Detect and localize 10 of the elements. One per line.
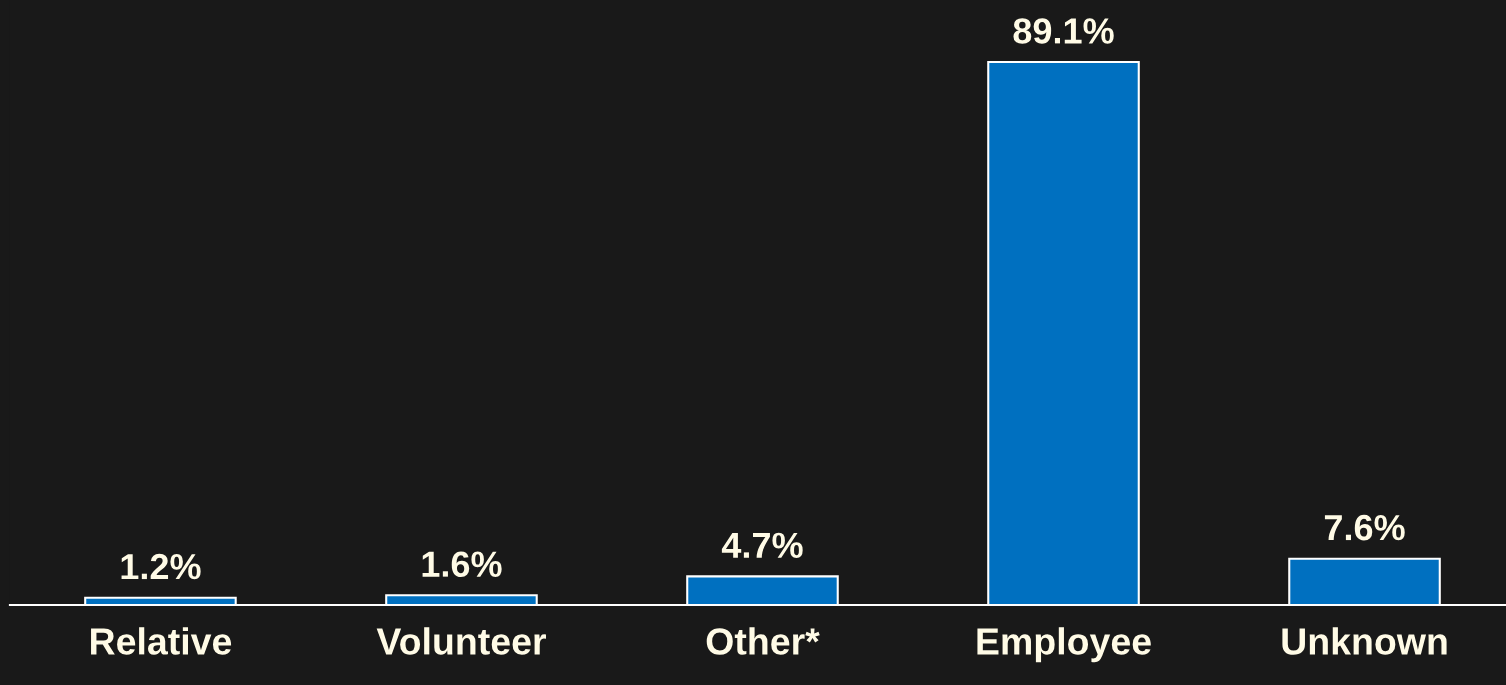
data-label: 7.6% [1324,514,1405,541]
data-label: 1.2% [121,553,201,580]
x-tick-label: Employee [977,627,1151,663]
x-tick-label: Other* [706,627,820,655]
x-tick-label: Relative [91,627,232,655]
x-tick-label: Unknown [1282,627,1447,655]
data-label: 4.7% [721,532,803,559]
data-label: 89.1% [1013,18,1114,44]
data-label: 1.6% [422,551,502,577]
x-tick-label: Volunteer [376,627,546,655]
